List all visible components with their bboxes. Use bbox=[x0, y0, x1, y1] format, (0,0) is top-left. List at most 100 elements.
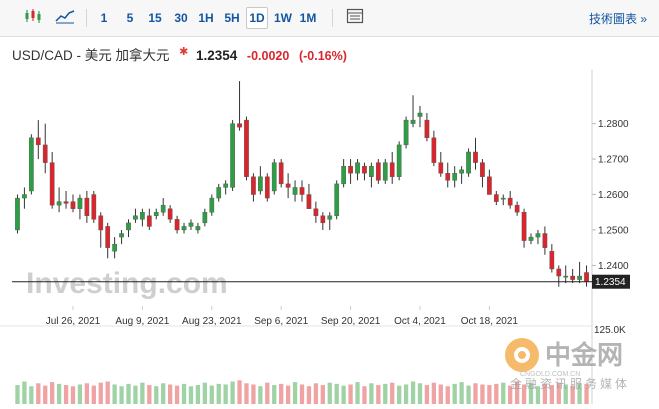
candle-body[interactable] bbox=[271, 162, 277, 192]
candle-body[interactable] bbox=[327, 215, 333, 220]
candle-body[interactable] bbox=[49, 162, 55, 206]
candle-body[interactable] bbox=[140, 212, 145, 220]
candle-body[interactable] bbox=[480, 162, 485, 177]
candle-body[interactable] bbox=[507, 197, 513, 206]
candle-body[interactable] bbox=[438, 162, 444, 174]
chart-svg[interactable]: Investing.com 1.2800 1.2700 1.2600 1.2500 1.… bbox=[0, 70, 659, 404]
interval-1w[interactable]: 1W bbox=[274, 11, 292, 25]
candle-body[interactable] bbox=[396, 144, 402, 177]
area-line-icon[interactable] bbox=[54, 8, 76, 28]
candle-body[interactable] bbox=[466, 151, 471, 174]
candle-body[interactable] bbox=[410, 119, 416, 124]
candle-body[interactable] bbox=[549, 251, 555, 270]
candle-body[interactable] bbox=[188, 222, 194, 227]
interval-1[interactable]: 1 bbox=[100, 11, 108, 25]
candle-body[interactable] bbox=[500, 197, 506, 200]
candle-body[interactable] bbox=[167, 208, 173, 220]
candle-body[interactable] bbox=[292, 187, 298, 195]
table-grid-icon[interactable] bbox=[344, 8, 366, 28]
candle-body[interactable] bbox=[431, 137, 437, 163]
candle-body[interactable] bbox=[15, 197, 20, 231]
candle-body[interactable] bbox=[306, 194, 312, 209]
candle-body[interactable] bbox=[382, 162, 388, 181]
candle-body[interactable] bbox=[487, 176, 492, 195]
candle-body[interactable] bbox=[105, 226, 111, 248]
x-tick-label: Oct 18, 2021 bbox=[461, 316, 519, 327]
candle-body[interactable] bbox=[70, 201, 76, 209]
candle-body[interactable] bbox=[473, 151, 478, 163]
candle-body[interactable] bbox=[528, 236, 534, 241]
candle-body[interactable] bbox=[22, 194, 27, 199]
candle-body[interactable] bbox=[362, 165, 367, 174]
candle-body[interactable] bbox=[493, 194, 499, 202]
candle-body[interactable] bbox=[369, 165, 374, 177]
candle-body[interactable] bbox=[348, 165, 353, 174]
candle-body[interactable] bbox=[146, 215, 152, 227]
candle-body[interactable] bbox=[403, 119, 409, 146]
candle-body[interactable] bbox=[181, 226, 187, 231]
candle-body[interactable] bbox=[28, 137, 34, 192]
price-chart[interactable]: Investing.com 1.2800 1.2700 1.2600 1.2500 1.… bbox=[0, 70, 659, 404]
candle-body[interactable] bbox=[153, 212, 159, 216]
candle-body[interactable] bbox=[202, 212, 208, 224]
candle-body[interactable] bbox=[84, 197, 90, 216]
technical-chart-link[interactable]: 技術圖表 » bbox=[588, 12, 647, 26]
candle-body[interactable] bbox=[341, 165, 346, 185]
candle-body[interactable] bbox=[98, 215, 104, 231]
interval-30[interactable]: 30 bbox=[174, 11, 188, 25]
candle-body[interactable] bbox=[258, 176, 263, 192]
candle-body[interactable] bbox=[91, 194, 97, 220]
interval-5h[interactable]: 5H bbox=[224, 11, 240, 25]
candle-body[interactable] bbox=[375, 162, 381, 181]
candle-body[interactable] bbox=[209, 197, 215, 213]
candle-body[interactable] bbox=[299, 187, 305, 195]
candle-body[interactable] bbox=[230, 123, 235, 188]
candle-body[interactable] bbox=[313, 208, 319, 216]
candle-body[interactable] bbox=[584, 272, 589, 282]
candle-body[interactable] bbox=[334, 183, 340, 216]
candle-body[interactable] bbox=[514, 204, 520, 213]
candle-body[interactable] bbox=[521, 212, 527, 241]
candle-body[interactable] bbox=[133, 215, 138, 220]
candle-body[interactable] bbox=[63, 201, 69, 204]
candle-body[interactable] bbox=[264, 176, 270, 199]
interval-5[interactable]: 5 bbox=[126, 11, 134, 25]
candlestick-icon[interactable] bbox=[22, 8, 44, 28]
interval-1m[interactable]: 1M bbox=[299, 11, 317, 25]
candle-body[interactable] bbox=[570, 275, 576, 280]
candle-body[interactable] bbox=[251, 176, 256, 195]
candle-body[interactable] bbox=[126, 222, 131, 231]
candle-body[interactable] bbox=[417, 112, 423, 117]
candle-body[interactable] bbox=[389, 162, 395, 177]
candle-body[interactable] bbox=[278, 162, 284, 185]
candle-body[interactable] bbox=[320, 215, 326, 224]
candle-body[interactable] bbox=[577, 275, 582, 280]
candle-body[interactable] bbox=[112, 243, 117, 252]
candle-body[interactable] bbox=[223, 183, 229, 188]
candle-body[interactable] bbox=[237, 123, 242, 128]
candle-body[interactable] bbox=[424, 119, 430, 139]
candle-body[interactable] bbox=[445, 173, 451, 181]
candle-body[interactable] bbox=[42, 144, 48, 163]
candle-body[interactable] bbox=[535, 233, 541, 238]
candle-body[interactable] bbox=[556, 268, 562, 277]
interval-1h[interactable]: 1H bbox=[198, 11, 214, 25]
interval-1d[interactable]: 1D bbox=[246, 7, 268, 29]
candle-body[interactable] bbox=[452, 173, 458, 181]
candle-body[interactable] bbox=[35, 137, 41, 146]
candle-body[interactable] bbox=[355, 162, 360, 174]
candle-body[interactable] bbox=[216, 187, 222, 199]
candle-body[interactable] bbox=[56, 201, 62, 206]
candle-body[interactable] bbox=[119, 233, 124, 238]
candle-body[interactable] bbox=[459, 169, 464, 174]
interval-15[interactable]: 15 bbox=[148, 11, 162, 25]
candle-body[interactable] bbox=[542, 233, 548, 248]
candle-body[interactable] bbox=[195, 226, 201, 231]
candle-body[interactable] bbox=[160, 204, 166, 213]
candle-body[interactable] bbox=[563, 275, 569, 278]
candle-body[interactable] bbox=[244, 119, 249, 177]
candle-body[interactable] bbox=[285, 183, 291, 188]
favorite-star-icon[interactable]: ✱ bbox=[179, 45, 189, 58]
candle-body[interactable] bbox=[174, 219, 180, 231]
candle-body[interactable] bbox=[77, 197, 83, 209]
